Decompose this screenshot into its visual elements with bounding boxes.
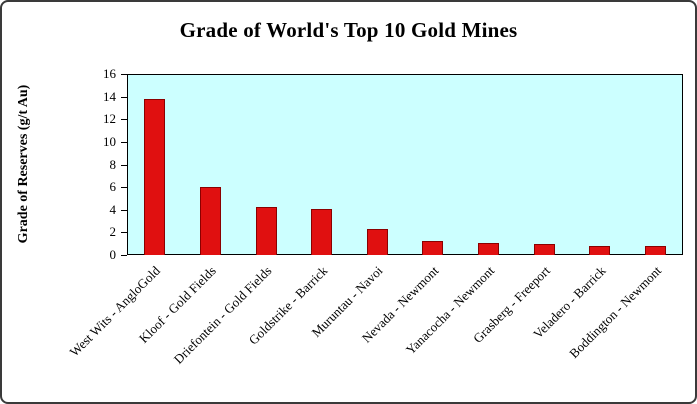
y-tick-label: 2 (109, 224, 117, 240)
bar (422, 241, 444, 255)
y-tick-label: 8 (109, 156, 117, 172)
chart-title: Grade of World's Top 10 Gold Mines (179, 18, 518, 42)
y-tick-mark (121, 96, 127, 98)
bar (589, 245, 611, 255)
y-tick-label: 16 (103, 66, 116, 81)
y-tick-mark (121, 209, 127, 211)
y-tick-label: 0 (109, 247, 117, 262)
x-tick-label: West Wits - AngloGold (67, 263, 164, 360)
bar (366, 228, 388, 255)
y-tick-label: 14 (103, 88, 116, 104)
y-tick-mark (121, 232, 127, 234)
bar (477, 242, 499, 255)
bar (255, 207, 277, 255)
bar (533, 243, 555, 255)
bar (311, 208, 333, 255)
bar (199, 187, 221, 255)
x-tick-label: Driefontein - Gold Fields (170, 263, 275, 367)
y-tick-label: 4 (109, 201, 117, 217)
y-tick-mark (121, 74, 127, 75)
y-tick-mark (121, 255, 127, 256)
bar (144, 98, 166, 255)
x-tick-label: Boddington - Newmont (565, 263, 664, 361)
y-tick-mark (121, 141, 127, 143)
y-tick-label: 6 (109, 179, 117, 195)
y-tick-mark (121, 187, 127, 189)
y-tick-label: 10 (103, 133, 116, 149)
y-tick-mark (121, 164, 127, 166)
y-tick-label: 12 (103, 111, 116, 127)
y-tick-mark (121, 119, 127, 121)
bar (644, 245, 666, 255)
